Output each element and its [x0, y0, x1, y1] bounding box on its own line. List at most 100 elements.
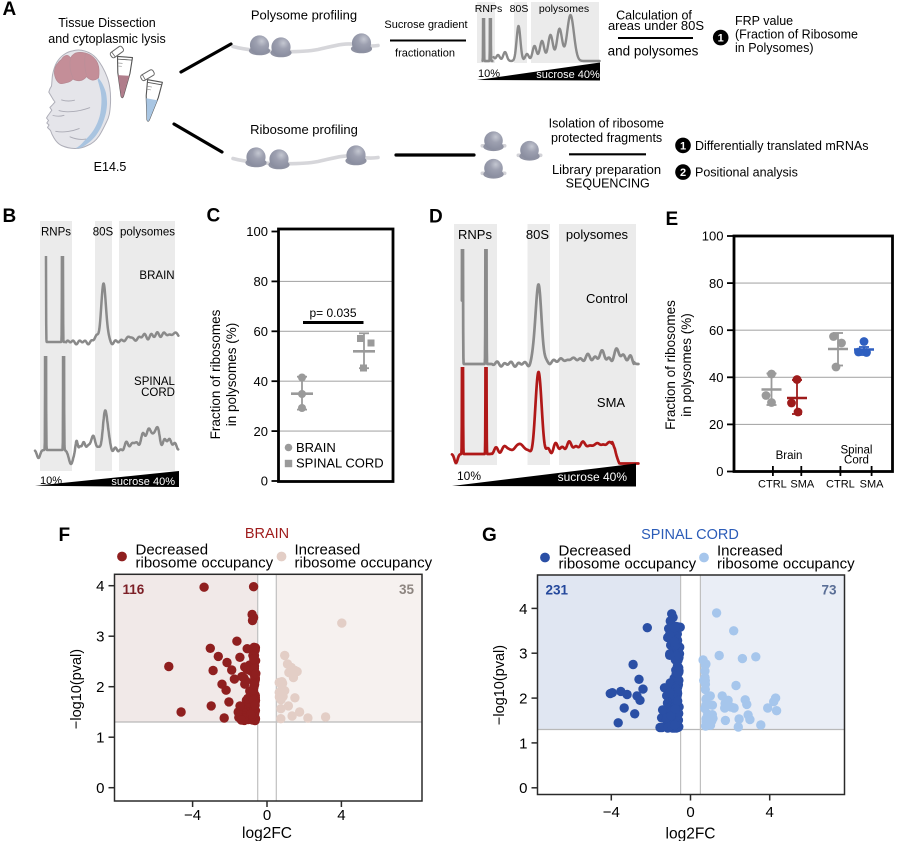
- svg-text:SMA: SMA: [860, 479, 885, 491]
- svg-text:E14.5: E14.5: [94, 160, 127, 174]
- svg-text:Cord: Cord: [844, 455, 869, 467]
- svg-text:in polysomes (%): in polysomes (%): [679, 313, 694, 417]
- svg-text:SPINAL: SPINAL: [134, 376, 176, 388]
- svg-text:SEQUENCING: SEQUENCING: [566, 177, 650, 191]
- svg-text:Isolation of ribosome: Isolation of ribosome: [549, 117, 664, 131]
- svg-text:in Polysomes): in Polysomes): [735, 41, 814, 55]
- svg-text:231: 231: [546, 583, 569, 598]
- svg-text:80S: 80S: [510, 3, 529, 15]
- svg-text:2: 2: [96, 679, 104, 696]
- svg-text:80: 80: [254, 274, 268, 289]
- svg-text:0: 0: [686, 804, 694, 821]
- svg-text:log2FC: log2FC: [242, 825, 292, 841]
- svg-text:0: 0: [263, 807, 271, 824]
- svg-text:A: A: [3, 0, 17, 20]
- svg-text:−4: −4: [603, 804, 620, 821]
- svg-text:polysomes: polysomes: [120, 227, 175, 239]
- svg-text:in polysomes (%): in polysomes (%): [224, 323, 239, 427]
- svg-text:sucrose 40%: sucrose 40%: [558, 470, 628, 484]
- svg-text:Sucrose gradient: Sucrose gradient: [384, 19, 467, 31]
- svg-text:Polysome profiling: Polysome profiling: [251, 8, 357, 23]
- svg-text:ribosome occupancy: ribosome occupancy: [717, 556, 855, 573]
- svg-text:80S: 80S: [526, 227, 549, 242]
- svg-text:Control: Control: [586, 291, 628, 306]
- svg-text:SMA: SMA: [790, 479, 815, 491]
- svg-text:Decreased: Decreased: [136, 542, 209, 559]
- svg-text:0: 0: [716, 464, 723, 479]
- svg-text:−4: −4: [184, 807, 201, 824]
- svg-text:sucrose 40%: sucrose 40%: [111, 476, 175, 488]
- svg-text:3: 3: [519, 646, 527, 663]
- svg-text:CORD: CORD: [141, 387, 175, 399]
- svg-text:CTRL: CTRL: [826, 479, 855, 491]
- svg-text:1: 1: [96, 730, 104, 747]
- svg-text:G: G: [482, 525, 497, 546]
- svg-text:0: 0: [261, 474, 268, 489]
- svg-text:C: C: [207, 206, 221, 227]
- svg-text:SPINAL CORD: SPINAL CORD: [641, 527, 739, 543]
- svg-text:−log10(pval): −log10(pval): [69, 649, 85, 729]
- svg-text:E: E: [666, 209, 679, 230]
- svg-text:BRAIN: BRAIN: [139, 270, 174, 282]
- svg-text:−log10(pval): −log10(pval): [492, 645, 508, 725]
- svg-text:ribosome occupancy: ribosome occupancy: [295, 555, 433, 572]
- svg-text:Fraction of ribosomes: Fraction of ribosomes: [208, 309, 223, 439]
- svg-text:Calculation of: Calculation of: [616, 9, 692, 23]
- svg-text:4: 4: [519, 601, 527, 618]
- svg-text:Ribosome profiling: Ribosome profiling: [250, 122, 358, 137]
- svg-text:73: 73: [821, 583, 837, 598]
- svg-text:2: 2: [680, 167, 686, 179]
- svg-text:BRAIN: BRAIN: [245, 526, 289, 542]
- svg-text:0: 0: [96, 780, 104, 797]
- svg-text:RNPs: RNPs: [475, 3, 502, 15]
- svg-text:100: 100: [246, 224, 268, 239]
- svg-text:3: 3: [96, 629, 104, 646]
- svg-text:10%: 10%: [478, 68, 500, 80]
- svg-text:2: 2: [519, 691, 527, 708]
- svg-text:ribosome occupancy: ribosome occupancy: [136, 555, 274, 572]
- svg-text:log2FC: log2FC: [666, 826, 716, 841]
- svg-text:p= 0.035: p= 0.035: [309, 306, 356, 320]
- svg-text:FRP value: FRP value: [735, 14, 793, 28]
- svg-text:SPINAL CORD: SPINAL CORD: [296, 456, 384, 471]
- svg-text:CTRL: CTRL: [758, 479, 787, 491]
- svg-text:Spinal: Spinal: [841, 445, 873, 457]
- svg-text:Brain: Brain: [776, 450, 803, 462]
- svg-text:and polysomes: and polysomes: [608, 44, 699, 59]
- svg-text:areas under 80S: areas under 80S: [608, 18, 704, 33]
- svg-text:100: 100: [702, 229, 724, 244]
- svg-text:80: 80: [709, 276, 723, 291]
- svg-text:20: 20: [709, 417, 723, 432]
- svg-text:60: 60: [709, 323, 723, 338]
- svg-text:1: 1: [519, 735, 527, 752]
- svg-text:116: 116: [123, 582, 145, 597]
- svg-text:Increased: Increased: [717, 543, 783, 560]
- svg-text:RNPs: RNPs: [458, 227, 492, 242]
- svg-text:and cytoplasmic lysis: and cytoplasmic lysis: [48, 32, 165, 46]
- svg-text:Differentially translated mRNA: Differentially translated mRNAs: [695, 139, 868, 153]
- svg-text:1: 1: [680, 141, 686, 153]
- svg-text:Positional analysis: Positional analysis: [695, 166, 798, 180]
- svg-text:polysomes: polysomes: [566, 227, 629, 242]
- svg-text:40: 40: [709, 370, 723, 385]
- svg-text:40: 40: [254, 374, 268, 389]
- svg-text:Decreased: Decreased: [559, 543, 632, 560]
- svg-text:10%: 10%: [40, 475, 62, 487]
- svg-text:4: 4: [337, 807, 345, 824]
- svg-text:F: F: [59, 525, 71, 546]
- svg-text:BRAIN: BRAIN: [296, 440, 336, 455]
- svg-text:Fraction of ribosomes: Fraction of ribosomes: [663, 300, 678, 430]
- svg-text:sucrose 40%: sucrose 40%: [536, 69, 600, 81]
- svg-text:10%: 10%: [457, 469, 481, 483]
- svg-text:1: 1: [718, 33, 724, 45]
- svg-text:D: D: [429, 207, 443, 228]
- svg-text:4: 4: [766, 804, 774, 821]
- svg-text:Library preparation: Library preparation: [552, 162, 661, 177]
- svg-text:SMA: SMA: [597, 395, 626, 410]
- svg-text:polysomes: polysomes: [539, 3, 589, 15]
- svg-text:B: B: [3, 206, 17, 227]
- svg-text:protected fragments: protected fragments: [551, 131, 662, 145]
- svg-text:60: 60: [254, 324, 268, 339]
- svg-text:35: 35: [399, 582, 415, 597]
- svg-text:80S: 80S: [93, 227, 114, 239]
